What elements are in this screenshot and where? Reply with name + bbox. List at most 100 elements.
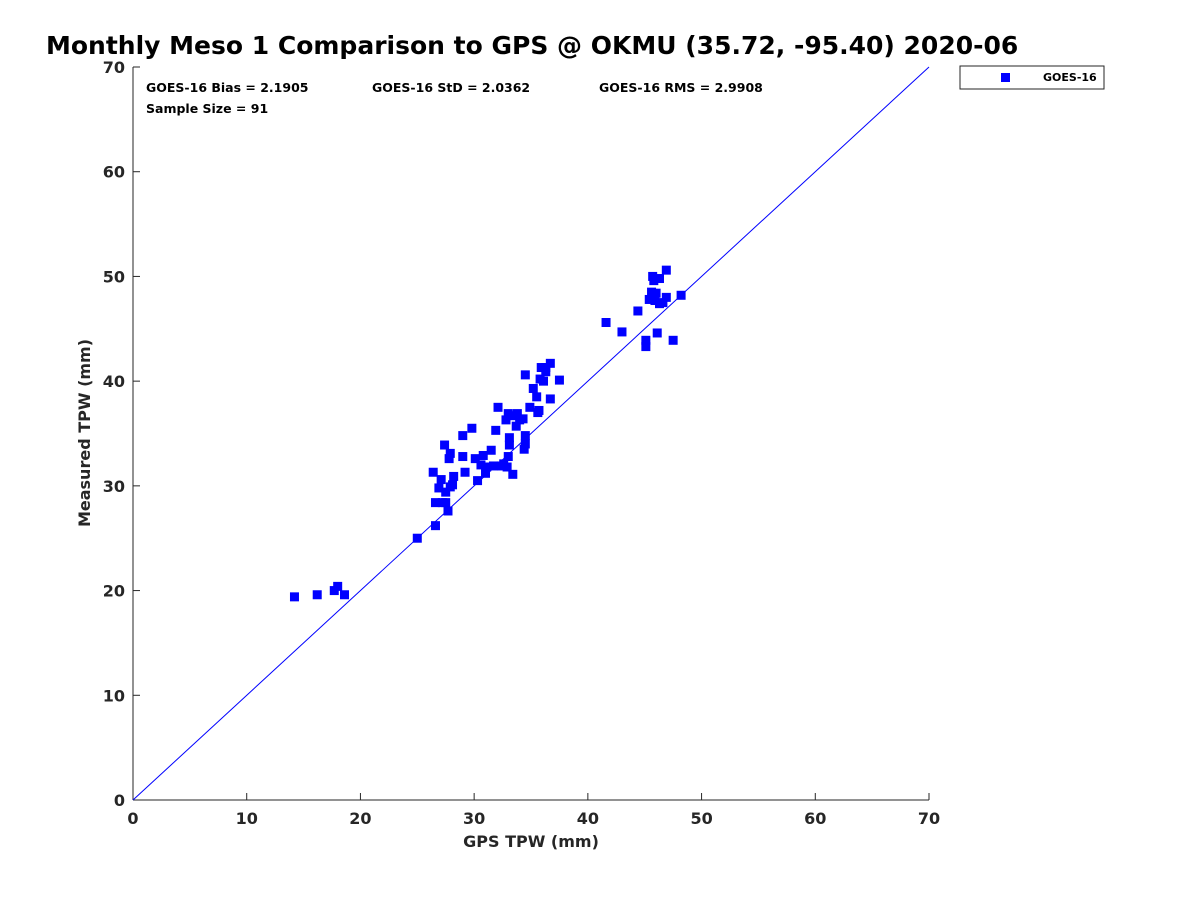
std-stat: GOES-16 StD = 2.0362 xyxy=(372,80,530,95)
y-tick-label: 50 xyxy=(103,267,125,286)
legend-label-goes-16: GOES-16 xyxy=(1043,71,1097,84)
data-point-goes-16 xyxy=(467,423,477,433)
data-point-goes-16 xyxy=(445,448,455,458)
data-point-goes-16 xyxy=(676,290,686,300)
data-point-goes-16 xyxy=(654,274,664,284)
data-point-goes-16 xyxy=(554,375,564,385)
data-point-goes-16 xyxy=(333,581,343,591)
data-point-goes-16 xyxy=(430,521,440,531)
data-point-goes-16 xyxy=(651,288,661,298)
data-point-goes-16 xyxy=(520,439,530,449)
y-tick-label: 40 xyxy=(103,372,125,391)
x-tick-label: 20 xyxy=(349,809,371,828)
y-axis-label: Measured TPW (mm) xyxy=(75,339,94,527)
data-point-goes-16 xyxy=(440,440,450,450)
x-tick-label: 10 xyxy=(236,809,258,828)
x-tick-label: 0 xyxy=(127,809,138,828)
data-point-goes-16 xyxy=(504,440,514,450)
data-point-goes-16 xyxy=(491,425,501,435)
data-point-goes-16 xyxy=(652,328,662,338)
data-point-goes-16 xyxy=(503,409,513,419)
data-point-goes-16 xyxy=(434,483,444,493)
y-tick-label: 20 xyxy=(103,582,125,601)
data-point-goes-16 xyxy=(428,467,438,477)
y-ticks: 0 10 20 30 40 50 60 70 xyxy=(103,58,140,810)
rms-stat: GOES-16 RMS = 2.9908 xyxy=(599,80,763,95)
data-point-goes-16 xyxy=(460,467,470,477)
chart-title: Monthly Meso 1 Comparison to GPS @ OKMU … xyxy=(46,31,1018,60)
data-point-goes-16 xyxy=(661,292,671,302)
data-point-goes-16 xyxy=(525,402,535,412)
data-point-goes-16 xyxy=(501,415,511,425)
scatter-points xyxy=(289,265,686,602)
data-point-goes-16 xyxy=(458,431,468,441)
data-point-goes-16 xyxy=(312,590,322,600)
data-point-goes-16 xyxy=(443,506,453,516)
x-tick-label: 60 xyxy=(804,809,826,828)
data-point-goes-16 xyxy=(504,433,514,443)
sample-size-stat: Sample Size = 91 xyxy=(146,101,268,116)
data-point-goes-16 xyxy=(539,376,549,386)
x-axis-label: GPS TPW (mm) xyxy=(463,832,599,851)
data-point-goes-16 xyxy=(441,498,451,508)
y-tick-label: 70 xyxy=(103,58,125,77)
data-point-goes-16 xyxy=(430,498,440,508)
data-point-goes-16 xyxy=(647,287,657,297)
data-point-goes-16 xyxy=(508,469,518,479)
data-point-goes-16 xyxy=(503,452,513,462)
x-tick-label: 30 xyxy=(463,809,485,828)
data-point-goes-16 xyxy=(518,414,528,424)
data-point-goes-16 xyxy=(481,468,491,478)
y-tick-label: 0 xyxy=(114,791,125,810)
axes xyxy=(132,67,929,801)
data-point-goes-16 xyxy=(488,461,498,471)
data-point-goes-16 xyxy=(658,298,668,308)
data-point-goes-16 xyxy=(340,590,350,600)
x-ticks: 0 10 20 30 40 50 60 70 xyxy=(127,793,940,828)
data-point-goes-16 xyxy=(482,462,492,472)
data-point-goes-16 xyxy=(458,452,468,462)
data-point-goes-16 xyxy=(661,265,671,275)
data-point-goes-16 xyxy=(536,363,546,373)
data-point-goes-16 xyxy=(541,367,551,377)
data-point-goes-16 xyxy=(520,431,530,441)
y-tick-label: 10 xyxy=(103,686,125,705)
data-point-goes-16 xyxy=(441,487,451,497)
data-point-goes-16 xyxy=(473,476,483,486)
data-point-goes-16 xyxy=(444,454,454,464)
data-point-goes-16 xyxy=(532,392,542,402)
data-point-goes-16 xyxy=(493,402,503,412)
data-point-goes-16 xyxy=(448,480,458,490)
data-point-goes-16 xyxy=(478,450,488,460)
x-tick-label: 70 xyxy=(918,809,940,828)
data-point-goes-16 xyxy=(668,335,678,345)
data-point-goes-16 xyxy=(289,592,299,602)
bias-stat: GOES-16 Bias = 2.1905 xyxy=(146,80,308,95)
x-tick-label: 50 xyxy=(690,809,712,828)
data-point-goes-16 xyxy=(617,327,627,337)
y-tick-label: 60 xyxy=(103,163,125,182)
data-point-goes-16 xyxy=(641,335,651,345)
legend-box xyxy=(959,65,1105,90)
data-point-goes-16 xyxy=(512,409,522,419)
data-point-goes-16 xyxy=(528,383,538,393)
data-point-goes-16 xyxy=(649,276,659,286)
data-point-goes-16 xyxy=(520,370,530,380)
one-to-one-line xyxy=(132,66,930,801)
data-point-goes-16 xyxy=(650,296,660,306)
data-point-goes-16 xyxy=(412,533,422,543)
data-point-goes-16 xyxy=(436,475,446,485)
data-point-goes-16 xyxy=(534,405,544,415)
legend: GOES-16 xyxy=(959,65,1105,90)
data-point-goes-16 xyxy=(502,462,512,472)
legend-marker-goes-16 xyxy=(1001,73,1010,82)
data-point-goes-16 xyxy=(641,342,651,352)
data-point-goes-16 xyxy=(545,358,555,368)
data-point-goes-16 xyxy=(601,318,611,328)
data-point-goes-16 xyxy=(470,454,480,464)
data-point-goes-16 xyxy=(476,460,486,470)
data-point-goes-16 xyxy=(511,421,521,431)
data-point-goes-16 xyxy=(644,294,654,304)
data-point-goes-16 xyxy=(545,394,555,404)
